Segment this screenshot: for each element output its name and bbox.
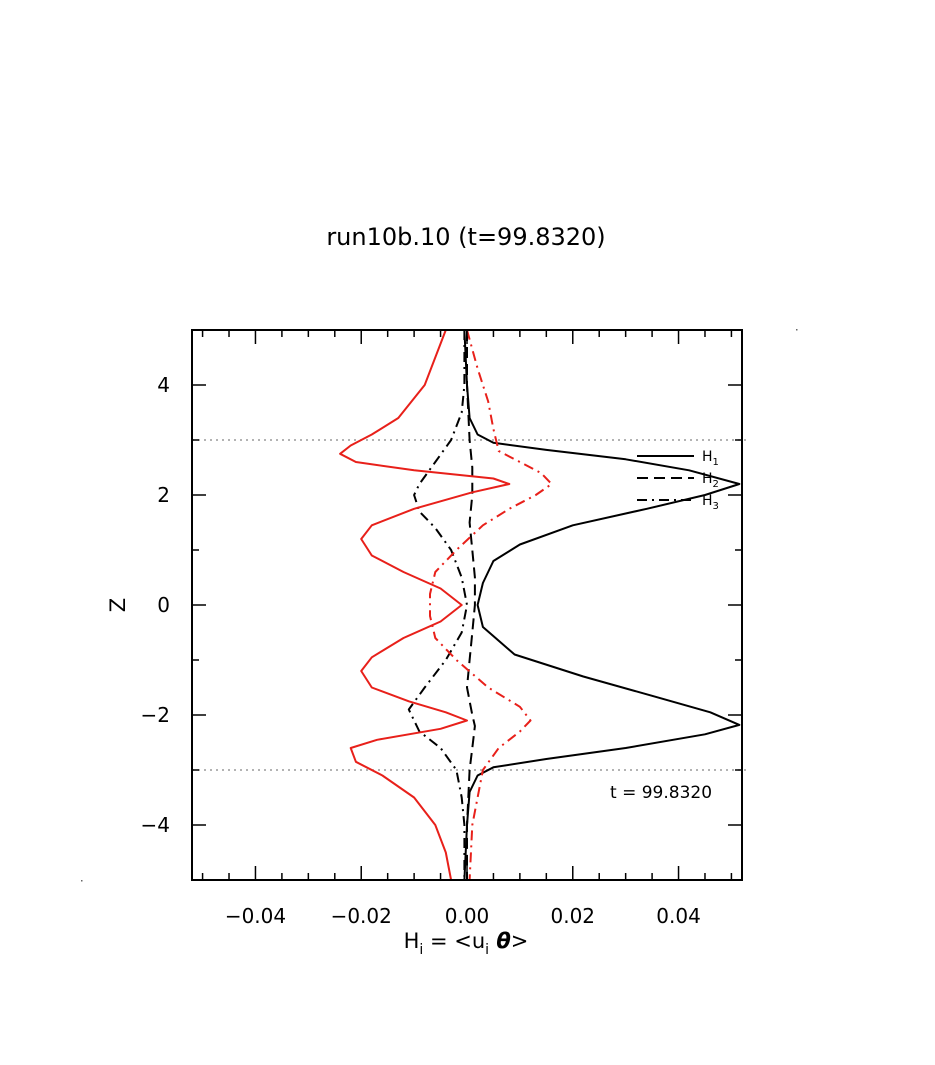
legend-label-sub: 2 — [713, 479, 719, 490]
x-axis-label-eq: = <u — [423, 929, 485, 953]
y-tick-label: 2 — [157, 483, 170, 507]
tick-marks — [192, 329, 742, 881]
x-axis-label-theta: θ — [489, 929, 511, 953]
x-axis-label-sub2: i — [485, 942, 489, 958]
series-black-dashed — [466, 330, 476, 880]
legend-label: H3 — [702, 493, 719, 512]
x-axis-label: Hi = <ui θ> — [404, 929, 529, 958]
legend-label-main: H — [702, 449, 713, 465]
legend-label: H1 — [702, 449, 719, 468]
x-tick-labels: −0.04 −0.02 0.00 0.02 0.04 — [225, 904, 701, 928]
x-axis-label-main: H — [404, 929, 420, 953]
stray-dot-right — [796, 329, 798, 331]
x-tick-label: −0.02 — [331, 904, 392, 928]
series-red-dashdot — [429, 329, 553, 881]
y-tick-label: 0 — [157, 593, 170, 617]
legend-label-sub: 1 — [713, 457, 719, 468]
x-tick-label: 0.00 — [445, 904, 490, 928]
x-axis-label-sub: i — [419, 942, 423, 958]
y-axis-label: Z — [106, 598, 130, 612]
legend-label-main: H — [702, 493, 713, 509]
chart-title: run10b.10 (t=99.8320) — [326, 223, 605, 251]
series-black-solid — [463, 329, 741, 881]
series-red-solid — [339, 329, 511, 881]
time-annotation: t = 99.8320 — [610, 783, 712, 803]
stray-dot-left — [81, 880, 83, 882]
x-axis-label-close: > — [511, 929, 529, 953]
legend-label-sub: 3 — [713, 501, 719, 512]
legend-label: H2 — [702, 471, 719, 490]
y-tick-label: 4 — [157, 373, 170, 397]
y-tick-label: −2 — [141, 703, 170, 727]
x-tick-label: −0.04 — [225, 904, 286, 928]
y-tick-labels: −4 −2 0 2 4 — [141, 373, 170, 837]
reference-lines — [192, 439, 750, 771]
data-series — [339, 329, 741, 881]
x-tick-label: 0.02 — [551, 904, 596, 928]
x-tick-label: 0.04 — [656, 904, 701, 928]
y-tick-label: −4 — [141, 813, 170, 837]
series-black-dashdot — [407, 330, 468, 880]
legend-label-main: H — [702, 471, 713, 487]
